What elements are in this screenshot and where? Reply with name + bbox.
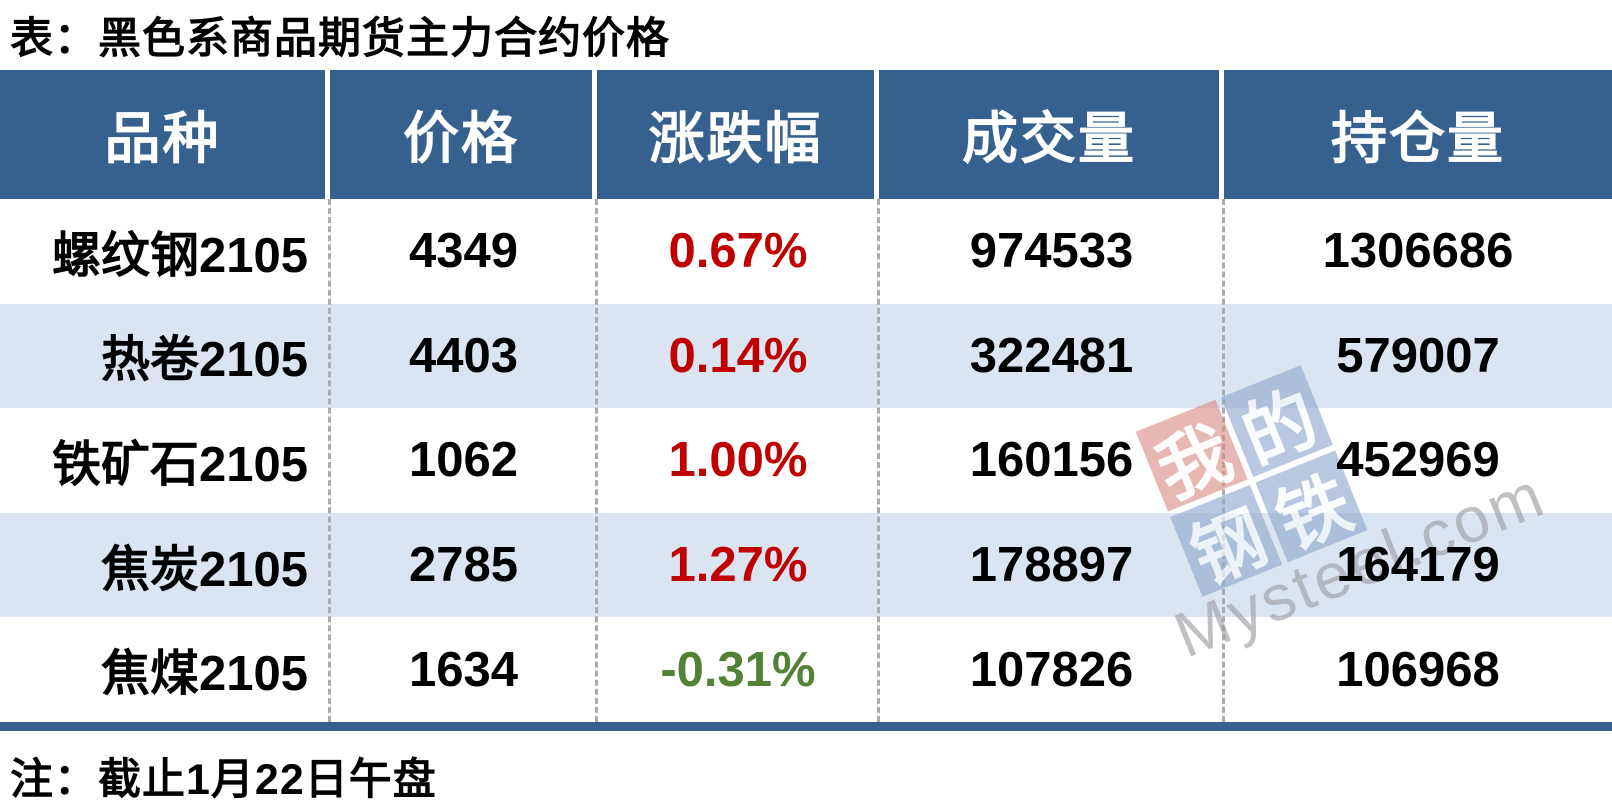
cell-volume: 160156 — [969, 433, 1134, 488]
column-divider — [328, 199, 331, 722]
cell-variety: 焦炭2105 — [100, 542, 308, 597]
cell-change: -0.31% — [660, 642, 816, 697]
table-body: 螺纹钢2105 4349 0.67% 974533 1306686 热卷2105… — [0, 199, 1612, 722]
column-divider — [877, 199, 880, 722]
cell-variety: 铁矿石2105 — [51, 437, 308, 492]
column-header-price: 价格 — [330, 70, 597, 199]
table-bottom-border — [0, 722, 1612, 731]
cell-variety: 热卷2105 — [100, 333, 308, 388]
cell-volume: 178897 — [969, 538, 1134, 593]
cell-variety: 焦煤2105 — [100, 647, 308, 702]
cell-price: 4349 — [408, 224, 518, 279]
cell-volume: 974533 — [969, 224, 1134, 279]
table-row: 焦煤2105 1634 -0.31% 107826 106968 — [0, 617, 1612, 722]
table-row: 热卷2105 4403 0.14% 322481 579007 — [0, 303, 1612, 409]
table-row: 螺纹钢2105 4349 0.67% 974533 1306686 — [0, 199, 1612, 304]
cell-price: 1634 — [408, 642, 518, 697]
cell-price: 2785 — [408, 538, 518, 593]
cell-open-interest: 164179 — [1336, 538, 1500, 593]
column-divider — [595, 199, 598, 722]
footnote: 注：截止1月22日午盘 — [10, 756, 437, 804]
column-header-variety: 品种 — [0, 70, 330, 199]
column-header-change: 涨跌幅 — [597, 70, 879, 199]
cell-change: 0.67% — [668, 224, 808, 279]
cell-volume: 107826 — [969, 642, 1134, 697]
column-header-open-interest: 持仓量 — [1331, 107, 1505, 170]
column-divider — [1222, 199, 1225, 722]
cell-price: 1062 — [408, 433, 518, 488]
page-title: 表：黑色系商品期货主力合约价格 — [10, 15, 670, 63]
cell-change: 0.14% — [668, 328, 808, 383]
cell-volume: 322481 — [969, 328, 1134, 383]
table-header-row: 品种 价格 涨跌幅 成交量 持仓量 — [0, 70, 1612, 199]
cell-change: 1.27% — [668, 538, 808, 593]
cell-open-interest: 106968 — [1336, 642, 1500, 697]
column-header-volume: 成交量 — [879, 70, 1224, 199]
cell-change: 1.00% — [668, 433, 808, 488]
table-row: 铁矿石2105 1062 1.00% 160156 452969 — [0, 408, 1612, 513]
cell-open-interest: 579007 — [1336, 328, 1500, 383]
cell-open-interest: 1306686 — [1322, 224, 1514, 279]
table-row: 焦炭2105 2785 1.27% 178897 164179 — [0, 512, 1612, 618]
cell-price: 4403 — [408, 328, 518, 383]
cell-variety: 螺纹钢2105 — [51, 228, 308, 283]
futures-price-table: 品种 价格 涨跌幅 成交量 持仓量 螺纹钢2105 4349 0.67% 974… — [0, 70, 1612, 731]
cell-open-interest: 452969 — [1336, 433, 1500, 488]
